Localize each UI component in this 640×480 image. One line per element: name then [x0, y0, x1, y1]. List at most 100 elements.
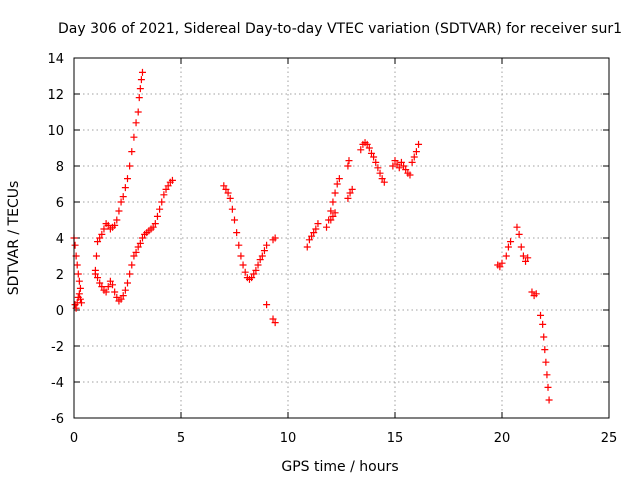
data-point	[256, 256, 264, 264]
x-tick-label: 5	[177, 431, 185, 446]
data-point	[111, 221, 119, 229]
data-point	[543, 371, 551, 379]
data-point	[329, 212, 337, 220]
data-point	[250, 270, 258, 278]
series-seg-9	[528, 288, 553, 404]
data-point	[329, 198, 337, 206]
data-point	[220, 182, 228, 190]
data-point	[308, 232, 316, 240]
y-tick-label: 4	[56, 232, 64, 247]
data-point	[539, 320, 547, 328]
data-point	[323, 223, 331, 231]
data-point	[260, 247, 268, 255]
series-seg-3	[91, 176, 176, 305]
data-point	[252, 266, 260, 274]
data-point	[367, 149, 375, 157]
data-point	[98, 230, 106, 238]
data-point	[380, 178, 388, 186]
data-point	[75, 290, 83, 298]
data-point	[130, 252, 138, 260]
data-point	[391, 157, 399, 165]
data-point	[237, 252, 245, 260]
data-point	[331, 189, 339, 197]
series-seg-8	[494, 223, 532, 271]
data-point	[541, 346, 549, 354]
plot-frame	[73, 57, 610, 419]
data-point	[124, 279, 131, 287]
data-point	[104, 283, 112, 291]
data-point	[132, 248, 140, 256]
data-point	[156, 205, 164, 213]
data-point	[365, 144, 373, 152]
data-point	[162, 185, 170, 193]
y-tick-label: -4	[51, 376, 64, 391]
x-tick-label: 15	[387, 431, 404, 446]
data-point	[104, 221, 112, 229]
data-point	[74, 270, 82, 278]
data-point	[102, 288, 110, 296]
series-seg-6	[357, 139, 388, 186]
data-point	[119, 193, 127, 201]
data-point	[137, 76, 145, 84]
data-point	[94, 274, 102, 282]
data-point	[374, 164, 382, 172]
data-point	[73, 261, 81, 269]
data-point	[537, 311, 545, 319]
data-point	[153, 212, 161, 220]
data-point	[239, 261, 247, 269]
data-point	[98, 283, 106, 291]
series-seg-4	[220, 182, 279, 327]
data-point	[106, 277, 114, 285]
series-seg-7	[389, 140, 423, 179]
series-seg-1	[70, 234, 85, 312]
data-point	[410, 153, 418, 161]
x-tick-label: 10	[280, 431, 297, 446]
axis-tick-labels: 0 5 10 15 20 25 -6 -4 -2 0 2 4 6 8 10 12 14	[47, 52, 617, 446]
data-point	[357, 146, 365, 154]
data-point	[151, 220, 159, 228]
data-points	[70, 68, 553, 404]
data-point	[389, 162, 397, 170]
y-tick-label: 10	[47, 124, 64, 139]
data-point	[263, 241, 271, 249]
data-point	[94, 238, 102, 246]
data-point	[228, 205, 236, 213]
data-point	[515, 230, 523, 238]
data-point	[91, 266, 99, 274]
data-point	[528, 288, 536, 296]
data-point	[76, 284, 84, 292]
data-point	[519, 252, 527, 260]
data-point	[303, 243, 311, 251]
data-point	[235, 241, 243, 249]
chart-title: Day 306 of 2021, Sidereal Day-to-day VTE…	[58, 21, 622, 37]
data-point	[507, 238, 515, 246]
data-point	[333, 180, 341, 188]
data-point	[532, 290, 540, 298]
data-point	[135, 94, 143, 102]
data-point	[132, 119, 140, 127]
data-point	[544, 383, 552, 391]
data-point	[126, 162, 134, 170]
data-point	[138, 68, 146, 76]
data-point	[233, 229, 241, 237]
data-point	[75, 277, 83, 285]
data-point	[115, 207, 123, 215]
y-tick-label: -6	[51, 412, 64, 427]
data-point	[376, 169, 384, 177]
y-axis-label: SDTVAR / TECUs	[6, 181, 22, 296]
data-point	[513, 223, 521, 231]
data-point	[393, 160, 401, 168]
data-point	[524, 254, 532, 262]
data-point	[402, 166, 410, 174]
data-point	[312, 225, 320, 233]
x-tick-label: 25	[601, 431, 618, 446]
x-tick-label: 0	[70, 431, 78, 446]
data-point	[124, 175, 131, 183]
y-tick-label: 0	[56, 304, 64, 319]
x-tick-label: 20	[494, 431, 511, 446]
data-point	[130, 133, 138, 141]
data-point	[412, 148, 420, 156]
data-point	[363, 140, 371, 148]
data-point	[121, 286, 129, 294]
